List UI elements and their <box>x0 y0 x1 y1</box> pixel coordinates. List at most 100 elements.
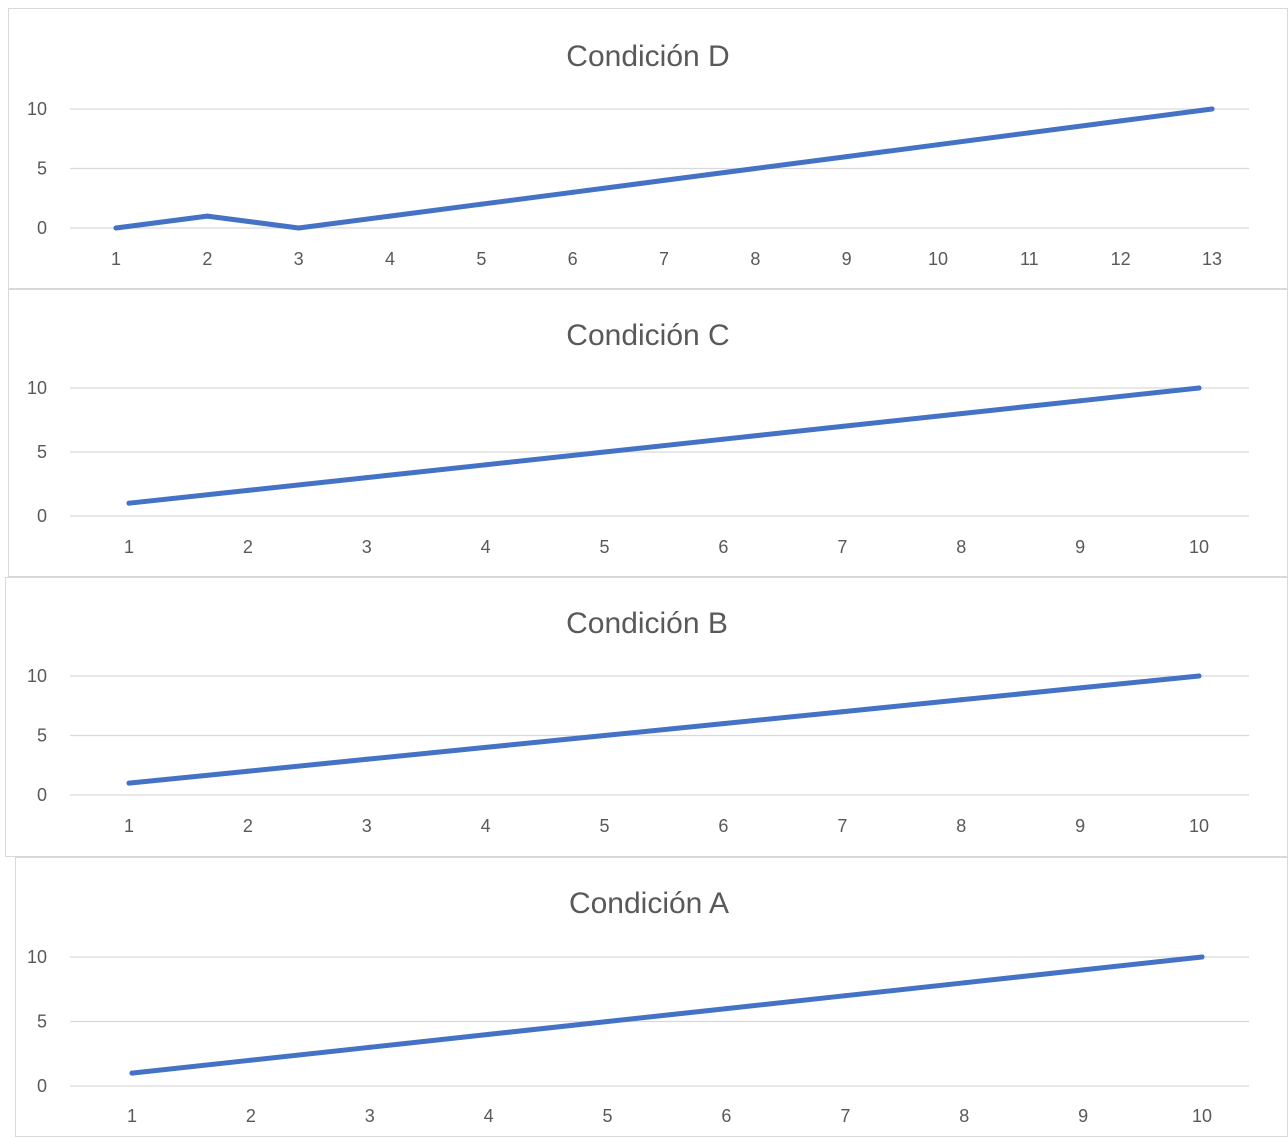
data-point <box>602 449 608 455</box>
x-tick-label: 9 <box>842 249 852 269</box>
x-tick-label: 8 <box>956 537 966 557</box>
chart-title: Condición D <box>566 40 729 73</box>
y-tick-label: 10 <box>27 99 47 119</box>
x-tick-label: 10 <box>1189 537 1209 557</box>
y-tick-label: 0 <box>37 218 47 238</box>
x-tick-label: 1 <box>124 537 134 557</box>
data-point <box>839 709 845 715</box>
y-tick-label: 0 <box>37 506 47 526</box>
series-line <box>129 954 1205 1076</box>
chart-panel-d: Condición D 0 5 10 1 2 3 4 5 6 7 8 9 10 11 12 13 <box>8 8 1288 289</box>
x-tick-label: 9 <box>1078 1106 1088 1126</box>
x-tick-label: 12 <box>1111 249 1131 269</box>
data-point <box>842 993 848 999</box>
data-point <box>958 411 964 417</box>
x-tick-label: 4 <box>481 816 491 836</box>
x-tick-label: 2 <box>243 537 253 557</box>
x-tick-label: 1 <box>124 816 134 836</box>
x-tick-label: 6 <box>568 249 578 269</box>
data-point <box>364 756 370 762</box>
data-point <box>1209 106 1215 112</box>
data-point <box>752 166 758 171</box>
x-tick-label: 1 <box>111 249 121 269</box>
x-tick-label: 5 <box>476 249 486 269</box>
x-tick-label: 2 <box>202 249 212 269</box>
y-tick-label: 5 <box>37 159 47 179</box>
data-point <box>126 780 132 786</box>
data-point <box>478 201 484 207</box>
x-tick-label: 6 <box>718 816 728 836</box>
data-point <box>245 768 251 774</box>
x-tick-label: 3 <box>365 1106 375 1126</box>
x-tick-label: 9 <box>1075 816 1085 836</box>
y-tick-label: 0 <box>37 1076 47 1096</box>
x-tick-label: 5 <box>603 1106 613 1126</box>
y-tick-label: 5 <box>37 726 47 746</box>
data-point <box>602 733 608 738</box>
data-point <box>958 697 964 703</box>
x-tick-label: 7 <box>659 249 669 269</box>
data-point <box>126 500 132 506</box>
data-point <box>483 462 489 468</box>
data-point <box>844 154 850 160</box>
x-tick-label: 6 <box>718 537 728 557</box>
y-tick-label: 5 <box>37 1012 47 1032</box>
data-point <box>245 487 251 493</box>
x-tick-label: 13 <box>1202 249 1222 269</box>
x-tick-label: 11 <box>1020 249 1039 269</box>
data-point <box>1196 385 1202 391</box>
y-tick-label: 0 <box>37 785 47 805</box>
data-point <box>1077 398 1083 404</box>
y-tick-label: 10 <box>27 947 47 967</box>
data-point <box>1199 954 1205 960</box>
y-tick-label: 10 <box>27 666 47 686</box>
data-point <box>367 1044 373 1050</box>
chart-title: Condición A <box>569 887 729 920</box>
x-tick-label: 5 <box>600 816 610 836</box>
chart-panel-c: Condición C 0 5 10 1 2 3 4 5 6 7 8 9 10 <box>8 289 1288 577</box>
series-line <box>126 385 1202 506</box>
data-point <box>570 189 576 195</box>
x-tick-label: 6 <box>721 1106 731 1126</box>
data-point <box>1080 967 1086 973</box>
data-point <box>296 225 302 231</box>
data-point <box>720 721 726 727</box>
data-point <box>204 213 210 219</box>
data-point <box>248 1057 254 1063</box>
x-tick-label: 1 <box>127 1106 137 1126</box>
chart-svg-a: Condición A 0 5 10 1 2 3 4 5 6 7 8 9 10 <box>27 887 1249 1126</box>
data-point <box>129 1070 135 1076</box>
x-tick-label: 8 <box>750 249 760 269</box>
x-tick-label: 8 <box>956 816 966 836</box>
x-tick-label: 3 <box>362 816 372 836</box>
x-tick-label: 3 <box>362 537 372 557</box>
data-point <box>723 1006 729 1012</box>
x-tick-label: 5 <box>600 537 610 557</box>
x-tick-label: 4 <box>484 1106 494 1126</box>
chart-title: Condición B <box>566 607 728 640</box>
data-point <box>720 436 726 442</box>
chart-panel-a: Condición A 0 5 10 1 2 3 4 5 6 7 8 9 10 <box>15 857 1288 1137</box>
data-point <box>661 177 667 183</box>
data-point <box>605 1019 611 1024</box>
data-point <box>1118 118 1124 124</box>
chart-title: Condición C <box>566 319 729 352</box>
data-point <box>483 744 489 750</box>
x-tick-label: 7 <box>837 816 847 836</box>
data-point <box>839 423 845 429</box>
chart-svg-b: Condición B 0 5 10 1 2 3 4 5 6 7 8 9 10 <box>27 607 1249 836</box>
data-point <box>1196 673 1202 679</box>
y-tick-label: 10 <box>27 378 47 398</box>
x-tick-label: 2 <box>243 816 253 836</box>
x-tick-label: 10 <box>1192 1106 1212 1126</box>
data-point <box>1077 685 1083 691</box>
x-tick-label: 2 <box>246 1106 256 1126</box>
x-tick-label: 10 <box>1189 816 1209 836</box>
x-tick-label: 4 <box>385 249 395 269</box>
data-point <box>113 225 119 231</box>
x-tick-label: 7 <box>840 1106 850 1126</box>
x-tick-label: 9 <box>1075 537 1085 557</box>
x-tick-label: 3 <box>294 249 304 269</box>
x-tick-label: 8 <box>959 1106 969 1126</box>
